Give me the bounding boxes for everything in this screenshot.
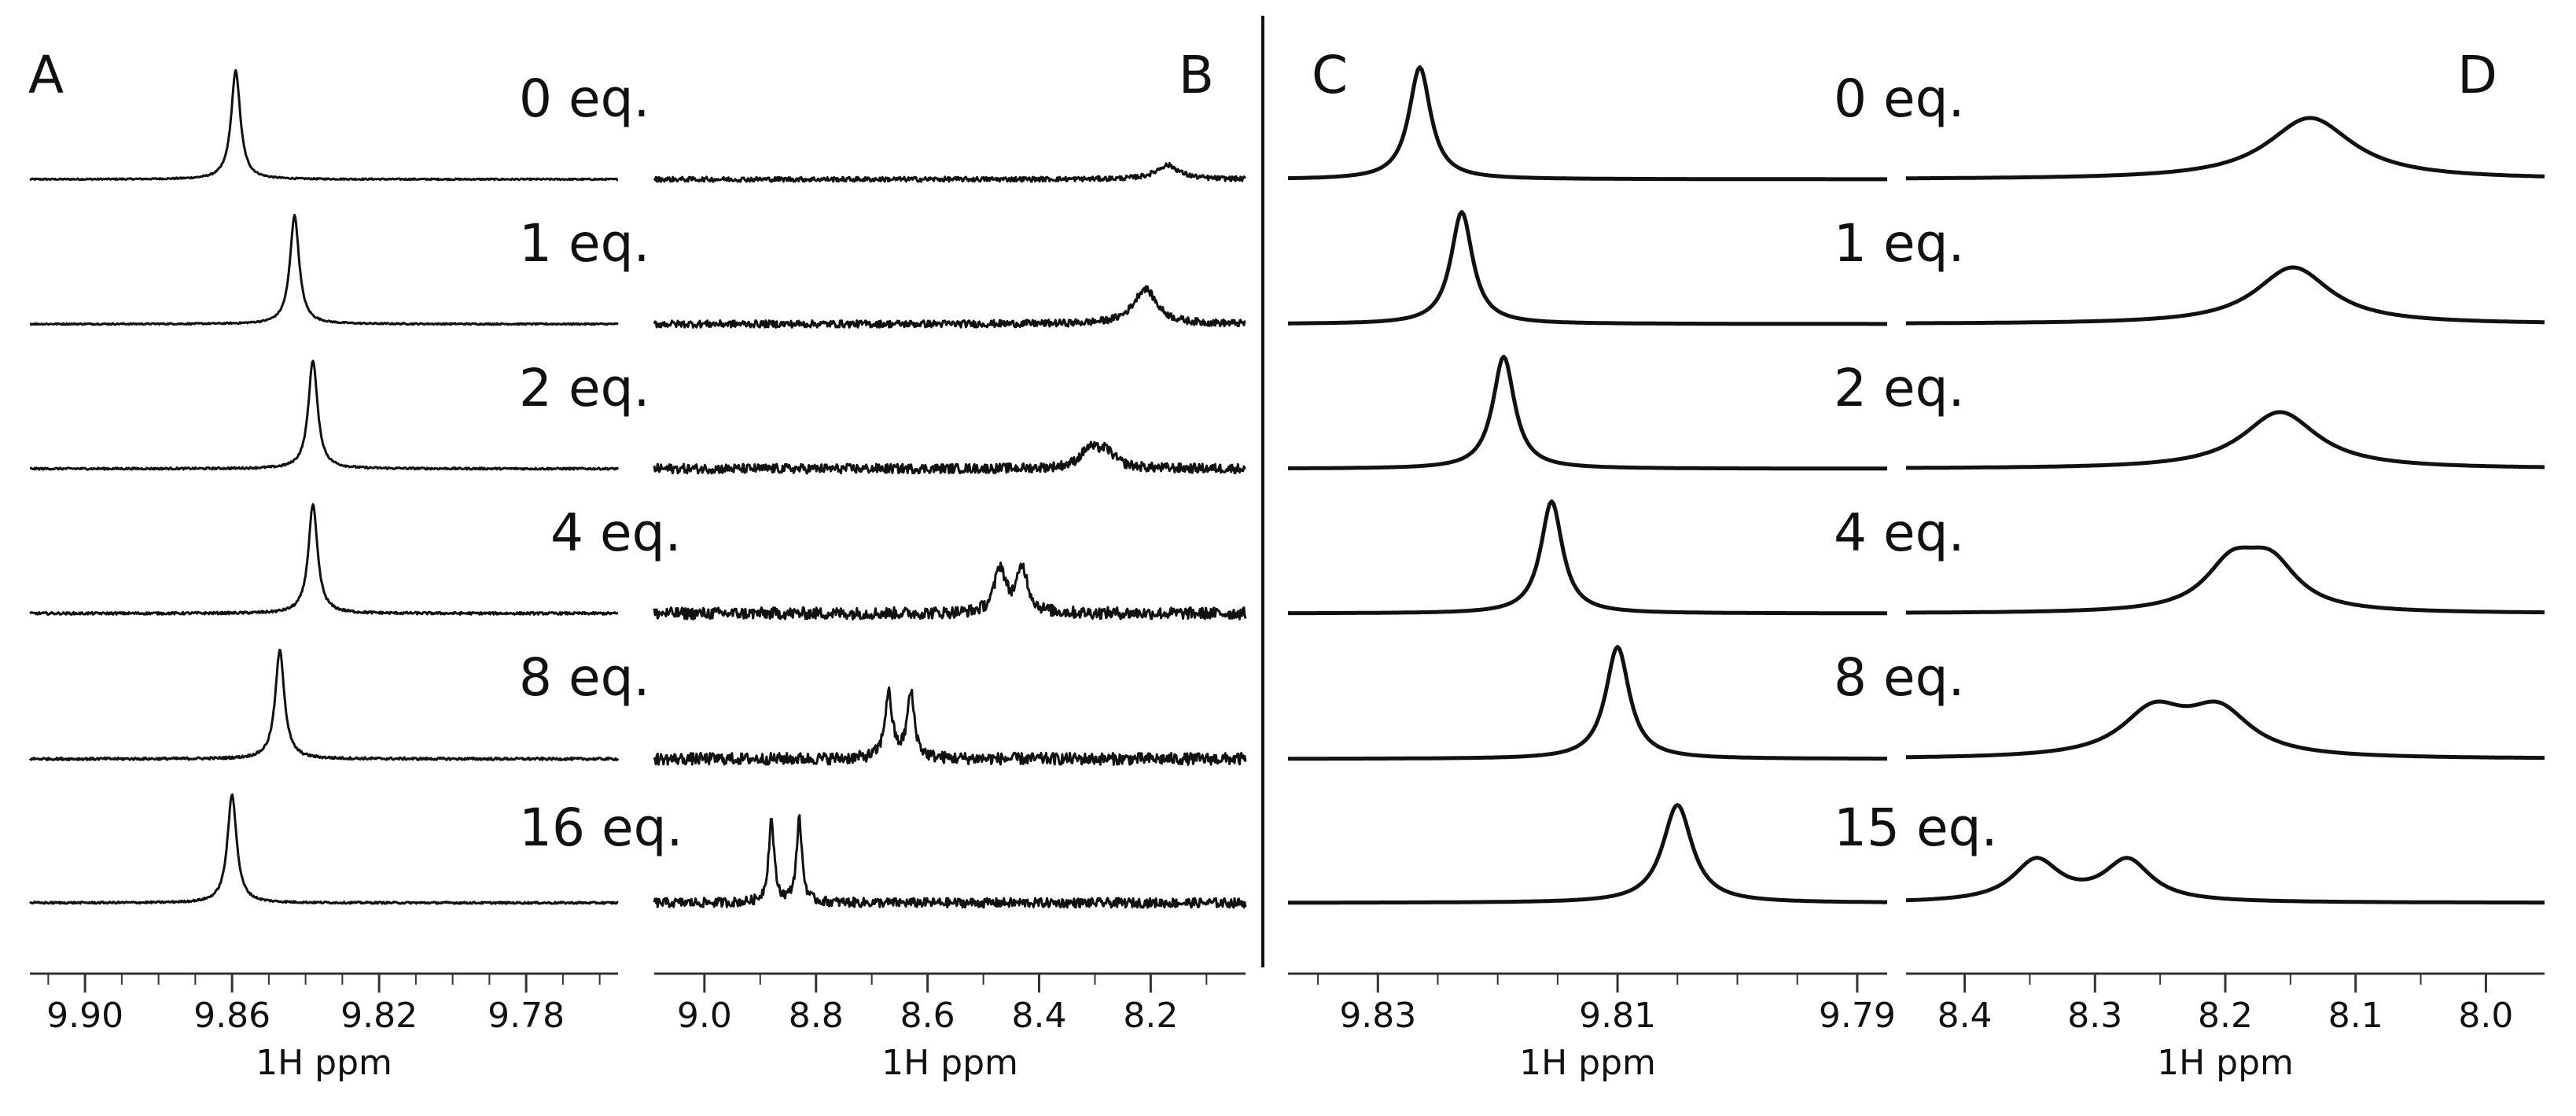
- equivalents-label-right: 4 eq.: [1834, 503, 1964, 563]
- x-axis-title-b: 1H ppm: [881, 1043, 1018, 1083]
- spectrum-a-1: [29, 213, 619, 326]
- tick-label-a: 9.82: [340, 996, 418, 1036]
- panel-label-c: C: [1312, 45, 1348, 105]
- spectrum-b-2: [653, 440, 1246, 475]
- tick-label-b: 8.4: [1012, 996, 1067, 1036]
- equivalents-label-left: 16 eq.: [519, 797, 683, 858]
- spectrum-d-5: [1905, 856, 2545, 905]
- equivalents-label-left: 4 eq.: [550, 503, 681, 563]
- x-axis-title-c: 1H ppm: [1519, 1043, 1656, 1083]
- equivalents-label-right: 15 eq.: [1834, 797, 1997, 858]
- spectrum-c-2: [1288, 355, 1887, 471]
- spectrum-a-3: [29, 503, 619, 616]
- spectrum-b-1: [653, 285, 1246, 329]
- tick-label-a: 9.78: [488, 996, 565, 1036]
- spectrum-a-0: [29, 68, 619, 182]
- x-axis-title-a: 1H ppm: [256, 1043, 392, 1083]
- spectrum-c-5: [1288, 803, 1887, 905]
- x-axis-title-d: 1H ppm: [2157, 1043, 2294, 1083]
- panel-label-d: D: [2457, 45, 2497, 105]
- tick-label-c: 9.83: [1339, 996, 1416, 1036]
- spectrum-d-0: [1906, 116, 2545, 181]
- equivalents-label-right: 1 eq.: [1834, 213, 1964, 274]
- spectrum-d-2: [1906, 410, 2545, 470]
- tick-label-a: 9.86: [193, 996, 270, 1036]
- tick-label-b: 8.2: [1123, 996, 1178, 1036]
- tick-label-d: 8.3: [2067, 996, 2122, 1036]
- tick-label-d: 8.2: [2198, 996, 2253, 1036]
- tick-label-c: 9.79: [1819, 996, 1896, 1036]
- spectrum-b-4: [653, 686, 1247, 766]
- tick-label-d: 8.1: [2328, 996, 2383, 1036]
- tick-label-b: 8.8: [789, 996, 844, 1036]
- spectrum-c-3: [1288, 499, 1887, 616]
- tick-label-a: 9.90: [46, 996, 123, 1036]
- spectrum-c-1: [1288, 210, 1887, 326]
- spectrum-b-0: [653, 162, 1247, 183]
- tick-label-d: 8.0: [2458, 996, 2513, 1036]
- equivalents-label-right: 8 eq.: [1834, 647, 1964, 708]
- panel-label-a: A: [28, 45, 64, 105]
- spectrum-d-4: [1906, 699, 2545, 761]
- spectrum-a-2: [29, 359, 620, 471]
- equivalents-label-left: 1 eq.: [519, 213, 650, 274]
- spectrum-a-4: [28, 648, 620, 761]
- spectrum-b-3: [653, 561, 1247, 621]
- spectrum-d-3: [1906, 545, 2545, 615]
- spectrum-d-1: [1906, 265, 2545, 326]
- tick-label-c: 9.81: [1579, 996, 1656, 1036]
- equivalents-label-right: 0 eq.: [1834, 68, 1964, 129]
- spectrum-c-4: [1288, 645, 1887, 761]
- panel-label-b: B: [1179, 45, 1214, 105]
- spectrum-a-5: [28, 793, 619, 905]
- spectrum-b-5: [653, 814, 1247, 909]
- equivalents-label-left: 0 eq.: [519, 68, 650, 129]
- tick-label-b: 9.0: [677, 996, 732, 1036]
- spectrum-c-0: [1287, 65, 1887, 182]
- tick-label-d: 8.4: [1938, 996, 1993, 1036]
- equivalents-label-right: 2 eq.: [1834, 358, 1964, 418]
- tick-label-b: 8.6: [900, 996, 955, 1036]
- equivalents-label-left: 2 eq.: [519, 358, 650, 418]
- equivalents-label-left: 8 eq.: [519, 647, 650, 708]
